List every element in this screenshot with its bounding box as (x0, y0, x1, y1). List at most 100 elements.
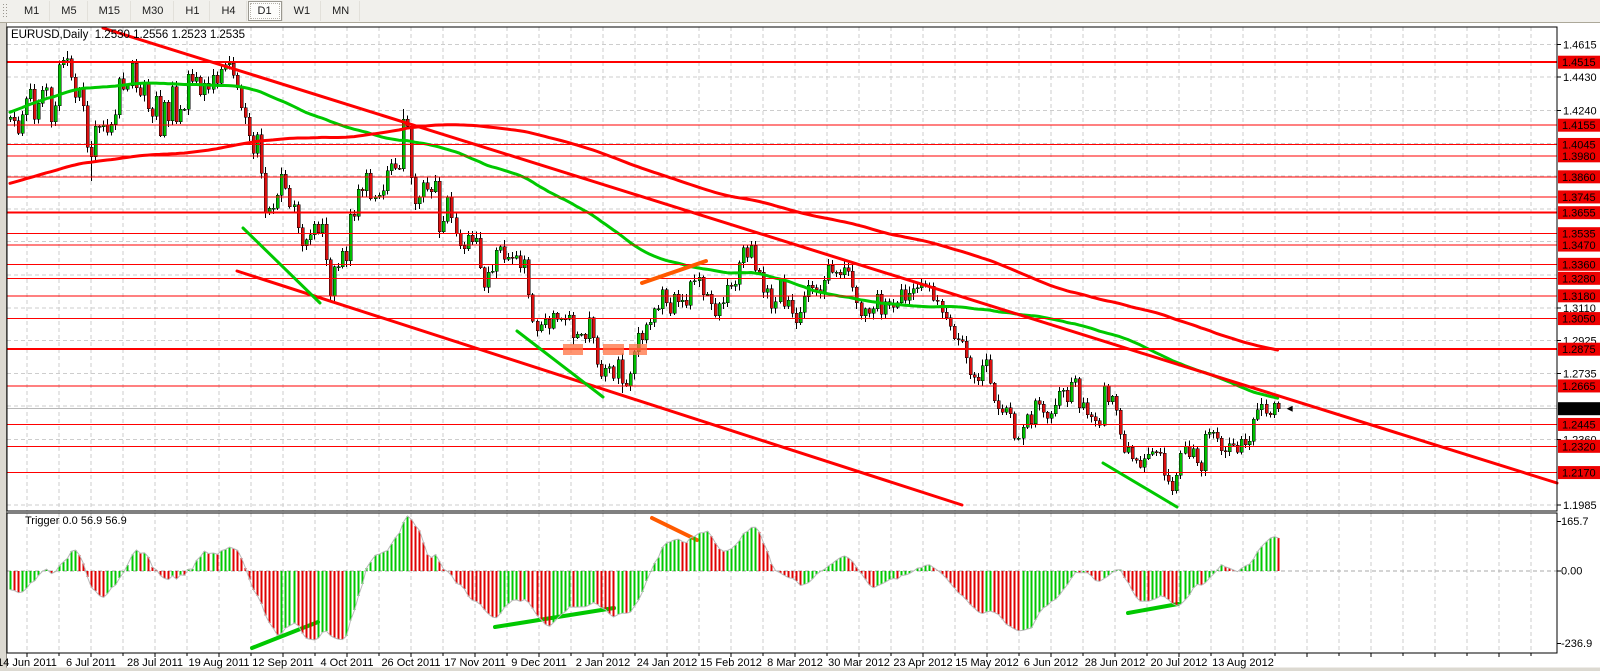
last-price-marker-icon (1286, 405, 1293, 412)
date-label: 24 Jan 2012 (637, 657, 698, 669)
chart-title: EURUSD,Daily 1.2530 1.2556 1.2523 1.2535 (11, 29, 245, 41)
price-label: 1.4430 (1563, 72, 1597, 84)
date-label: 15 May 2012 (955, 657, 1019, 669)
price-label: 1.4240 (1563, 105, 1597, 117)
current-price-flag-label: 1.2535 (1562, 404, 1596, 416)
time-scale[interactable] (0, 653, 1557, 669)
toolbar-grip-icon[interactable] (2, 3, 9, 19)
trendline-dec-2011[interactable] (515, 329, 605, 399)
sr-price-flag (1558, 257, 1600, 271)
sr-price-flag (1558, 118, 1600, 132)
highlight-zone-2[interactable] (603, 344, 624, 355)
timeframe-toolbar: M1 M5 M15 M30 H1 H4 D1 W1 MN (0, 0, 1600, 23)
sr-price-flag-label: 1.3980 (1562, 151, 1596, 163)
date-label: 6 Jun 2012 (1024, 657, 1078, 669)
indicator-axis-label: 0.00 (1561, 566, 1582, 578)
date-label: 13 Aug 2012 (1212, 657, 1274, 669)
sr-price-flag (1558, 466, 1600, 480)
date-label: 9 Dec 2011 (511, 657, 566, 669)
price-label: 1.2735 (1563, 369, 1597, 381)
trendline-sep-2011[interactable] (241, 226, 322, 305)
left-window-edge (0, 23, 6, 668)
price-label: 1.4615 (1563, 40, 1597, 52)
panel-borders (6, 26, 1558, 654)
sr-price-flag (1558, 271, 1600, 285)
sr-price-flag-label: 1.2445 (1562, 419, 1596, 431)
highlight-zone-1[interactable] (563, 344, 583, 355)
timeframe-button-m15[interactable]: M15 (89, 1, 130, 21)
sr-price-flag-label: 1.3360 (1562, 259, 1596, 271)
trendline-lower-channel[interactable] (235, 269, 964, 507)
indicator-axis-label: 165.7 (1561, 516, 1589, 528)
sr-price-flag-label: 1.2665 (1562, 381, 1596, 393)
timeframe-buttons: M1 M5 M15 M30 H1 H4 D1 W1 MN (13, 1, 360, 21)
price-scale[interactable] (1557, 23, 1600, 653)
indicator-trendline-3[interactable] (1126, 602, 1180, 615)
date-label: 6 Jul 2011 (66, 657, 116, 669)
indicator-label: Trigger 0.0 56.9 56.9 (25, 515, 127, 527)
timeframe-button-m1[interactable]: M1 (14, 1, 49, 21)
timeframe-button-d1[interactable]: D1 (247, 1, 282, 21)
sr-price-flag-label: 1.2875 (1562, 344, 1596, 356)
bottom-window-edge (0, 667, 1600, 671)
sr-price-flag-label: 1.3050 (1562, 314, 1596, 326)
timeframe-button-mn[interactable]: MN (322, 1, 359, 21)
sr-price-flag (1558, 379, 1600, 393)
date-label: 17 Nov 2011 (444, 657, 506, 669)
timeframe-button-h1[interactable]: H1 (175, 1, 209, 21)
sr-price-flag-label: 1.2170 (1562, 468, 1596, 480)
sr-price-flag (1558, 289, 1600, 303)
date-label: 2 Jan 2012 (576, 657, 630, 669)
sr-price-flag-label: 1.2320 (1562, 441, 1596, 453)
timeframe-button-m5[interactable]: M5 (51, 1, 86, 21)
sr-price-flag-label: 1.3470 (1562, 240, 1596, 252)
timeframe-button-h4[interactable]: H4 (211, 1, 245, 21)
sr-price-flag-label: 1.3655 (1562, 208, 1596, 220)
sr-price-flag (1558, 238, 1600, 252)
timeframe-button-m30[interactable]: M30 (132, 1, 173, 21)
sr-price-flag (1558, 55, 1600, 69)
sr-price-flag-label: 1.3535 (1562, 229, 1596, 241)
trendline-feb-2012[interactable] (640, 259, 708, 285)
date-label: 26 Oct 2011 (381, 657, 440, 669)
date-label: 4 Oct 2011 (321, 657, 374, 669)
trendline-upper-channel[interactable] (101, 26, 1559, 485)
ma-line-sma-200[interactable] (8, 123, 1280, 352)
timeframe-button-w1[interactable]: W1 (284, 1, 321, 21)
annotation-objects (101, 26, 1559, 650)
sr-price-flag (1558, 190, 1600, 204)
sr-price-flag (1558, 417, 1600, 431)
sr-price-flag (1558, 439, 1600, 453)
sr-price-flag (1558, 170, 1600, 184)
current-price-flag (1558, 402, 1600, 416)
date-label: 14 Jun 2011 (0, 657, 57, 669)
date-label: 8 Mar 2012 (767, 657, 823, 669)
sr-price-flag (1558, 206, 1600, 220)
support-resistance-lines (7, 61, 1557, 474)
date-label: 12 Sep 2011 (252, 657, 314, 669)
sr-price-flag-label: 1.4155 (1562, 120, 1596, 132)
chart-area[interactable]: 1.46151.44301.42401.31101.29251.27351.23… (0, 23, 1600, 671)
date-label: 23 Apr 2012 (893, 657, 952, 669)
highlight-zone-3[interactable] (629, 344, 647, 355)
date-label: 30 Mar 2012 (828, 657, 890, 669)
date-label: 28 Jun 2012 (1085, 657, 1146, 669)
price-label: 1.1985 (1563, 500, 1597, 512)
sr-price-flag-label: 1.3860 (1562, 172, 1596, 184)
trendline-jul-2012[interactable] (1101, 461, 1179, 509)
oscillator-histogram (7, 515, 1557, 641)
date-label: 19 Aug 2011 (189, 657, 250, 669)
sr-price-flag-label: 1.3280 (1562, 273, 1596, 285)
sr-price-flag-label: 1.4045 (1562, 139, 1596, 151)
sr-price-flag-label: 1.4515 (1562, 57, 1596, 69)
indicator-trendline-4[interactable] (650, 516, 699, 542)
price-chart-canvas[interactable]: 1.46151.44301.42401.31101.29251.27351.23… (0, 23, 1600, 671)
sr-price-flag (1558, 342, 1600, 356)
sr-price-flag-label: 1.3180 (1562, 291, 1596, 303)
price-axis: 1.46151.44301.42401.31101.29251.27351.23… (1557, 40, 1600, 650)
time-axis: 14 Jun 2011 6 Jul 2011 28 Jul 2011 19 Aug 2… (0, 653, 1532, 669)
indicator-axis-label: -236.9 (1561, 638, 1592, 650)
sr-price-flag (1558, 312, 1600, 326)
ma-line-sma-100[interactable] (8, 81, 1280, 400)
